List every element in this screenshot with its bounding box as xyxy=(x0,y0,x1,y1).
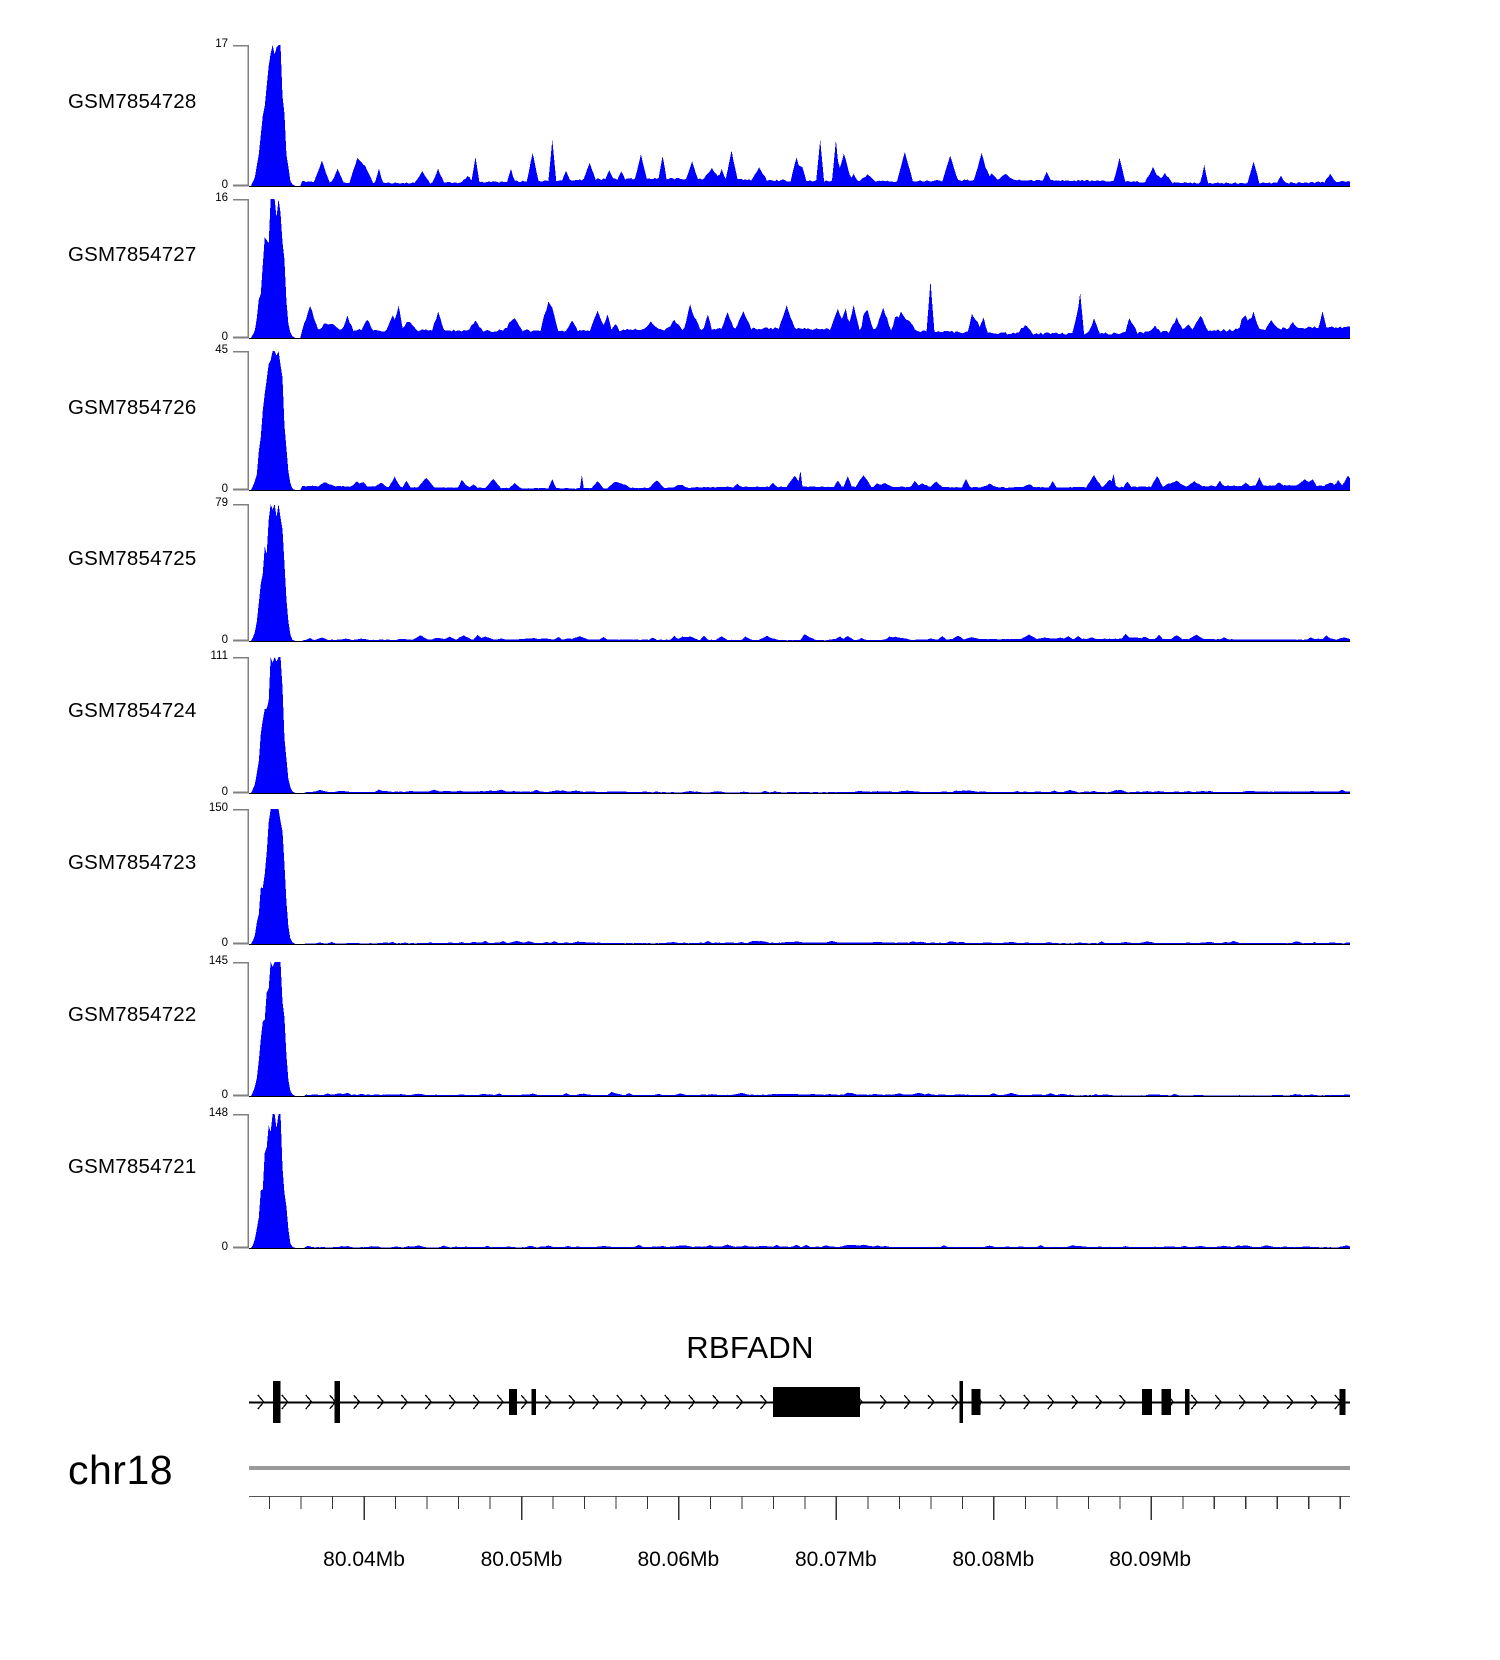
axis-tick-label: 80.05Mb xyxy=(480,1548,563,1571)
track-baseline xyxy=(249,641,1350,643)
track-sample-label: GSM7854721 xyxy=(68,1155,197,1178)
track-sample-label: GSM7854723 xyxy=(68,851,197,874)
coverage-track[interactable]: GSM7854727 16 0 xyxy=(0,192,1500,343)
track-axis-min-label: 0 xyxy=(221,179,228,191)
track-signal-area[interactable] xyxy=(249,1114,1350,1248)
track-signal-area[interactable] xyxy=(249,809,1350,944)
track-axis-max-label: 145 xyxy=(208,955,228,967)
ideogram-bar xyxy=(249,1466,1350,1470)
track-sample-label: GSM7854725 xyxy=(68,547,197,570)
coverage-track[interactable]: GSM7854721 148 0 xyxy=(0,1107,1500,1253)
coverage-track[interactable]: GSM7854723 150 0 xyxy=(0,802,1500,949)
genomic-axis-ruler xyxy=(249,1496,1350,1530)
track-axis-max-label: 148 xyxy=(208,1107,228,1119)
track-sample-label: GSM7854726 xyxy=(68,396,197,419)
track-signal-area[interactable] xyxy=(249,504,1350,641)
track-axis-max-label: 45 xyxy=(215,344,228,356)
track-sample-label: GSM7854722 xyxy=(68,1003,197,1026)
gene-model-graphic[interactable] xyxy=(249,1372,1350,1432)
track-axis-min-label: 0 xyxy=(221,937,228,949)
coverage-track[interactable]: GSM7854728 17 0 xyxy=(0,38,1500,191)
coverage-track[interactable]: GSM7854726 45 0 xyxy=(0,344,1500,495)
track-baseline xyxy=(249,490,1350,492)
track-axis-min-label: 0 xyxy=(221,1241,228,1253)
track-sample-label: GSM7854724 xyxy=(68,699,197,722)
track-baseline xyxy=(249,186,1350,188)
track-axis-min-label: 0 xyxy=(221,483,228,495)
track-signal-area[interactable] xyxy=(249,351,1350,490)
track-baseline xyxy=(249,338,1350,340)
track-baseline xyxy=(249,1248,1350,1250)
gene-annotation-track[interactable]: RBFADN xyxy=(0,1330,1500,1440)
coverage-track[interactable]: GSM7854722 145 0 xyxy=(0,955,1500,1101)
track-signal-area[interactable] xyxy=(249,45,1350,186)
coverage-track[interactable]: GSM7854724 111 0 xyxy=(0,650,1500,798)
axis-tick-label: 80.08Mb xyxy=(952,1548,1035,1571)
track-axis-max-label: 16 xyxy=(215,192,228,204)
track-value-axis xyxy=(232,808,252,945)
track-baseline xyxy=(249,793,1350,795)
track-sample-label: GSM7854727 xyxy=(68,243,197,266)
track-axis-max-label: 111 xyxy=(210,650,228,662)
track-value-axis xyxy=(232,961,252,1097)
axis-tick-label: 80.06Mb xyxy=(637,1548,720,1571)
track-value-axis xyxy=(232,656,252,794)
chromosome-label: chr18 xyxy=(68,1447,174,1493)
track-signal-area[interactable] xyxy=(249,657,1350,793)
track-baseline xyxy=(249,944,1350,946)
axis-tick-label: 80.04Mb xyxy=(323,1548,405,1571)
coverage-track[interactable]: GSM7854725 79 0 xyxy=(0,497,1500,646)
track-value-axis xyxy=(232,1113,252,1249)
track-axis-max-label: 79 xyxy=(215,497,228,509)
track-signal-area[interactable] xyxy=(249,962,1350,1096)
axis-tick-labels: 80.04Mb 80.05Mb 80.06Mb 80.07Mb 80.08Mb 80.09… xyxy=(0,1528,1500,1571)
track-axis-max-label: 17 xyxy=(215,38,228,50)
track-axis-min-label: 0 xyxy=(221,786,228,798)
track-signal-area[interactable] xyxy=(249,199,1350,338)
track-axis-max-label: 150 xyxy=(208,802,228,814)
track-axis-min-label: 0 xyxy=(221,1089,228,1101)
axis-tick-label: 80.09Mb xyxy=(1109,1548,1192,1571)
track-baseline xyxy=(249,1096,1350,1098)
track-value-axis xyxy=(232,503,252,642)
track-axis-min-label: 0 xyxy=(221,331,228,343)
track-axis-min-label: 0 xyxy=(221,634,228,646)
track-value-axis xyxy=(232,198,252,339)
axis-tick-label: 80.07Mb xyxy=(794,1548,877,1571)
track-value-axis xyxy=(232,44,252,187)
track-sample-label: GSM7854728 xyxy=(68,90,197,113)
track-value-axis xyxy=(232,350,252,491)
gene-name-label: RBFADN xyxy=(686,1330,814,1365)
